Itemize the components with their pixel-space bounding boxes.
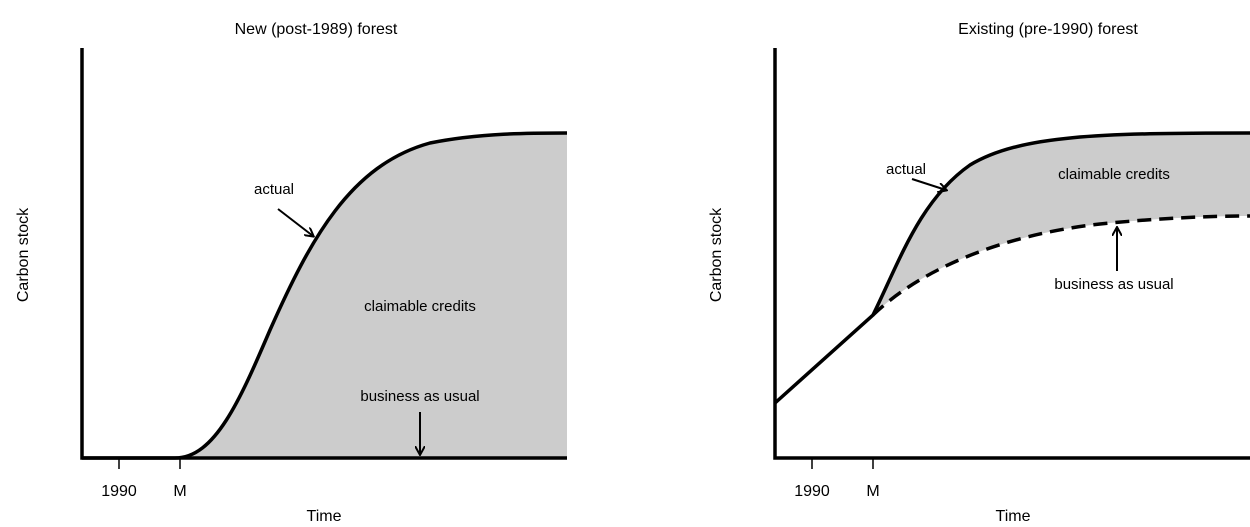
panel-title: Existing (pre-1990) forest [958,21,1138,38]
x-tick-label: 1990 [794,483,830,500]
panel-new-forest: 1990 M Time Carbon stock New (post-1989)… [15,21,568,525]
axes [80,48,567,460]
credits-area [873,133,1250,315]
x-tick-label: 1990 [101,483,137,500]
annotation: claimable credits [1058,166,1170,183]
annotation: claimable credits [364,298,476,315]
actual-curve [773,131,1250,405]
axes [773,48,1250,460]
y-axis-label: Carbon stock [15,207,32,302]
credits-area [175,133,567,458]
y-axis-label: Carbon stock [708,207,725,302]
annotation: business as usual [1054,276,1173,293]
annotation: business as usual [360,388,479,405]
arrow [277,208,313,236]
arrow [911,178,946,190]
panel-existing-forest: 1990 M Time Carbon stock Existing (pre-1… [708,21,1250,525]
annotation: actual [254,181,294,198]
x-axis-label: Time [996,508,1031,525]
x-tick-label: M [173,483,186,500]
annotation: actual [886,161,926,178]
x-tick-label: M [866,483,879,500]
panel-title: New (post-1989) forest [235,21,398,38]
bau-curve [871,214,1250,317]
x-axis-label: Time [307,508,342,525]
actual-curve [82,131,568,460]
